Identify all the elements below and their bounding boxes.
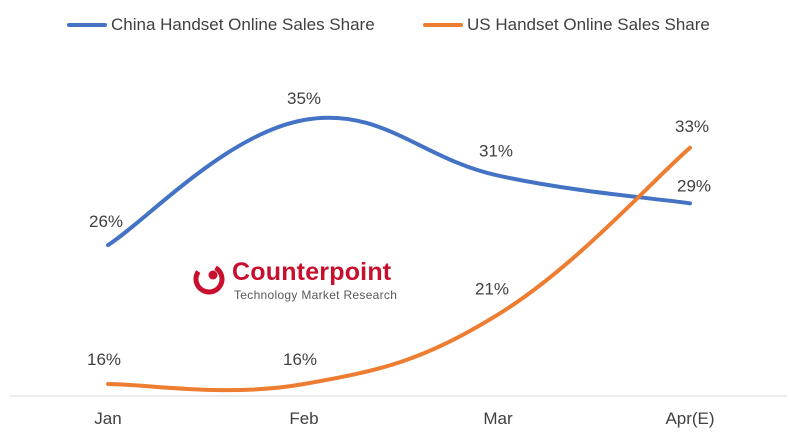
legend-swatch-china	[67, 23, 107, 27]
data-label-us: 16%	[283, 350, 317, 369]
legend-label-us: US Handset Online Sales Share	[467, 15, 710, 34]
data-label-china: 29%	[677, 176, 711, 195]
legend-item-us: US Handset Online Sales Share	[423, 15, 710, 35]
logo-name: Counterpoint	[232, 258, 392, 286]
data-label-china: 31%	[479, 142, 513, 161]
data-label-us: 33%	[675, 117, 709, 136]
counterpoint-logo-icon	[193, 263, 225, 295]
series-line-china	[106, 115, 692, 248]
legend-item-china: China Handset Online Sales Share	[67, 15, 375, 35]
data-label-china: 35%	[287, 89, 321, 108]
data-label-china: 26%	[89, 212, 123, 231]
legend-swatch-us	[423, 23, 463, 27]
logo-tagline: Technology Market Research	[234, 288, 398, 302]
x-tick-label: Feb	[289, 409, 318, 428]
chart-legend: China Handset Online Sales Share US Hand…	[0, 15, 797, 41]
legend-label-china: China Handset Online Sales Share	[111, 15, 375, 34]
x-tick-label: Jan	[94, 409, 121, 428]
series-line-us	[106, 145, 692, 393]
data-label-us: 21%	[475, 280, 509, 299]
x-tick-label: Apr(E)	[665, 409, 714, 428]
x-tick-label: Mar	[483, 409, 513, 428]
counterpoint-logo: Counterpoint Technology Market Research	[192, 258, 422, 304]
data-label-us: 16%	[87, 350, 121, 369]
